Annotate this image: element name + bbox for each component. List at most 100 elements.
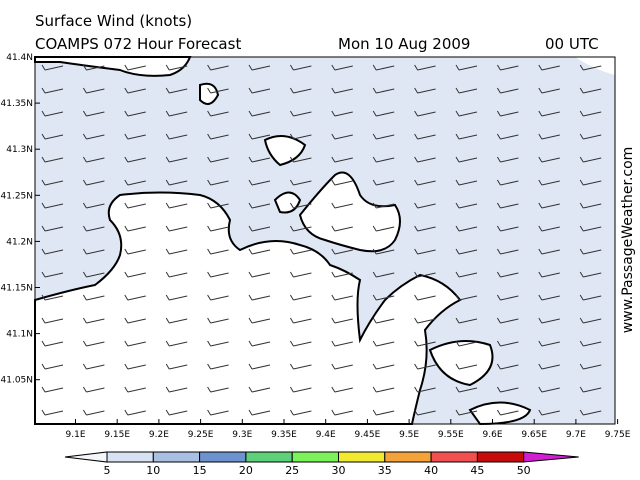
wind-barb [82, 87, 105, 94]
wind-barb [289, 179, 312, 186]
wind-barb [538, 248, 560, 255]
lat-label: 41.15N [1, 284, 34, 294]
calm-area [575, 57, 615, 75]
colorbar-low [64, 451, 108, 463]
wind-barb [455, 202, 478, 209]
wind-barb [579, 64, 602, 71]
wind-barb [124, 110, 146, 117]
wind-barb [289, 317, 312, 324]
wind-barb [331, 294, 353, 301]
wind-barb [538, 386, 560, 393]
wind-barb [165, 248, 188, 255]
wind-barb [124, 202, 146, 209]
wind-barb [331, 87, 353, 94]
wind-barb [165, 317, 188, 324]
wind-barb [82, 409, 105, 416]
wind-barb [455, 271, 478, 278]
wind-barb [82, 110, 105, 117]
wind-barb [124, 409, 146, 416]
wind-barb [41, 64, 64, 71]
wind-barb [248, 225, 271, 232]
wind-barb [165, 87, 188, 94]
wind-barb [41, 340, 64, 347]
wind-barb [82, 271, 105, 278]
wind-barb [414, 271, 436, 278]
wind-barb [207, 386, 229, 393]
wind-barb [455, 156, 478, 163]
wind-barb [207, 340, 229, 347]
wind-barb [207, 179, 229, 186]
wind-barb [248, 294, 271, 301]
wind-barb [331, 248, 353, 255]
wind-barb [372, 110, 395, 117]
map [34, 56, 615, 426]
wind-barb [124, 271, 146, 278]
lat-label: 41.05N [1, 376, 34, 386]
wind-barb [331, 64, 353, 71]
wind-barb [331, 202, 353, 209]
wind-barb [124, 87, 146, 94]
colorbar-label: 10 [146, 464, 160, 477]
wind-barb [579, 133, 602, 140]
wind-barb [248, 202, 271, 209]
wind-barb [248, 248, 271, 255]
wind-barb [289, 409, 312, 416]
wind-barb [579, 202, 602, 209]
colorbar-bin [430, 451, 478, 463]
wind-barb [331, 409, 353, 416]
wind-barb [248, 363, 271, 370]
lon-label: 9.35E [271, 430, 297, 440]
colorbar-bin [338, 451, 386, 463]
wind-barb [538, 409, 560, 416]
wind-barb [82, 363, 105, 370]
wind-barb [455, 110, 478, 117]
lat-label: 41.25N [1, 191, 34, 201]
wind-barb [207, 133, 229, 140]
wind-barb [289, 386, 312, 393]
colorbar: 5 10 15 20 25 30 35 40 45 50 [64, 451, 579, 477]
wind-barb [496, 271, 519, 278]
colorbar-bin [199, 451, 247, 463]
wind-barb [331, 110, 353, 117]
wind-barb [289, 248, 312, 255]
wind-barb [165, 386, 188, 393]
wind-barb [82, 248, 105, 255]
colorbar-label: 15 [193, 464, 207, 477]
island [298, 171, 401, 253]
wind-barb [372, 87, 395, 94]
wind-barb [496, 133, 519, 140]
wind-barb [579, 409, 602, 416]
wind-barb [82, 133, 105, 140]
wind-barb [496, 110, 519, 117]
wind-barb [41, 294, 64, 301]
wind-barb [579, 340, 602, 347]
colorbar-label: 25 [285, 464, 299, 477]
wind-barb [331, 133, 353, 140]
wind-barb [124, 156, 146, 163]
wind-barb [248, 156, 271, 163]
lon-label: 9.3E [232, 430, 252, 440]
wind-barb [165, 202, 188, 209]
wind-barb [124, 317, 146, 324]
wind-barb [579, 225, 602, 232]
wind-barb [331, 271, 353, 278]
wind-barbs [41, 64, 602, 416]
wind-barb [538, 64, 560, 71]
lon-label: 9.15E [104, 430, 130, 440]
wind-barb [496, 409, 519, 416]
wind-barb [124, 340, 146, 347]
wind-barb [414, 64, 436, 71]
wind-barb [372, 409, 395, 416]
wind-barb [82, 386, 105, 393]
lon-label: 9.5E [399, 430, 419, 440]
wind-barb [331, 317, 353, 324]
wind-barb [496, 202, 519, 209]
wind-barb [165, 340, 188, 347]
wind-barb [496, 179, 519, 186]
island [428, 340, 494, 387]
wind-barb [496, 156, 519, 163]
wind-barb [41, 225, 64, 232]
wind-barb [207, 64, 229, 71]
island [468, 401, 532, 426]
wind-barb [538, 340, 560, 347]
